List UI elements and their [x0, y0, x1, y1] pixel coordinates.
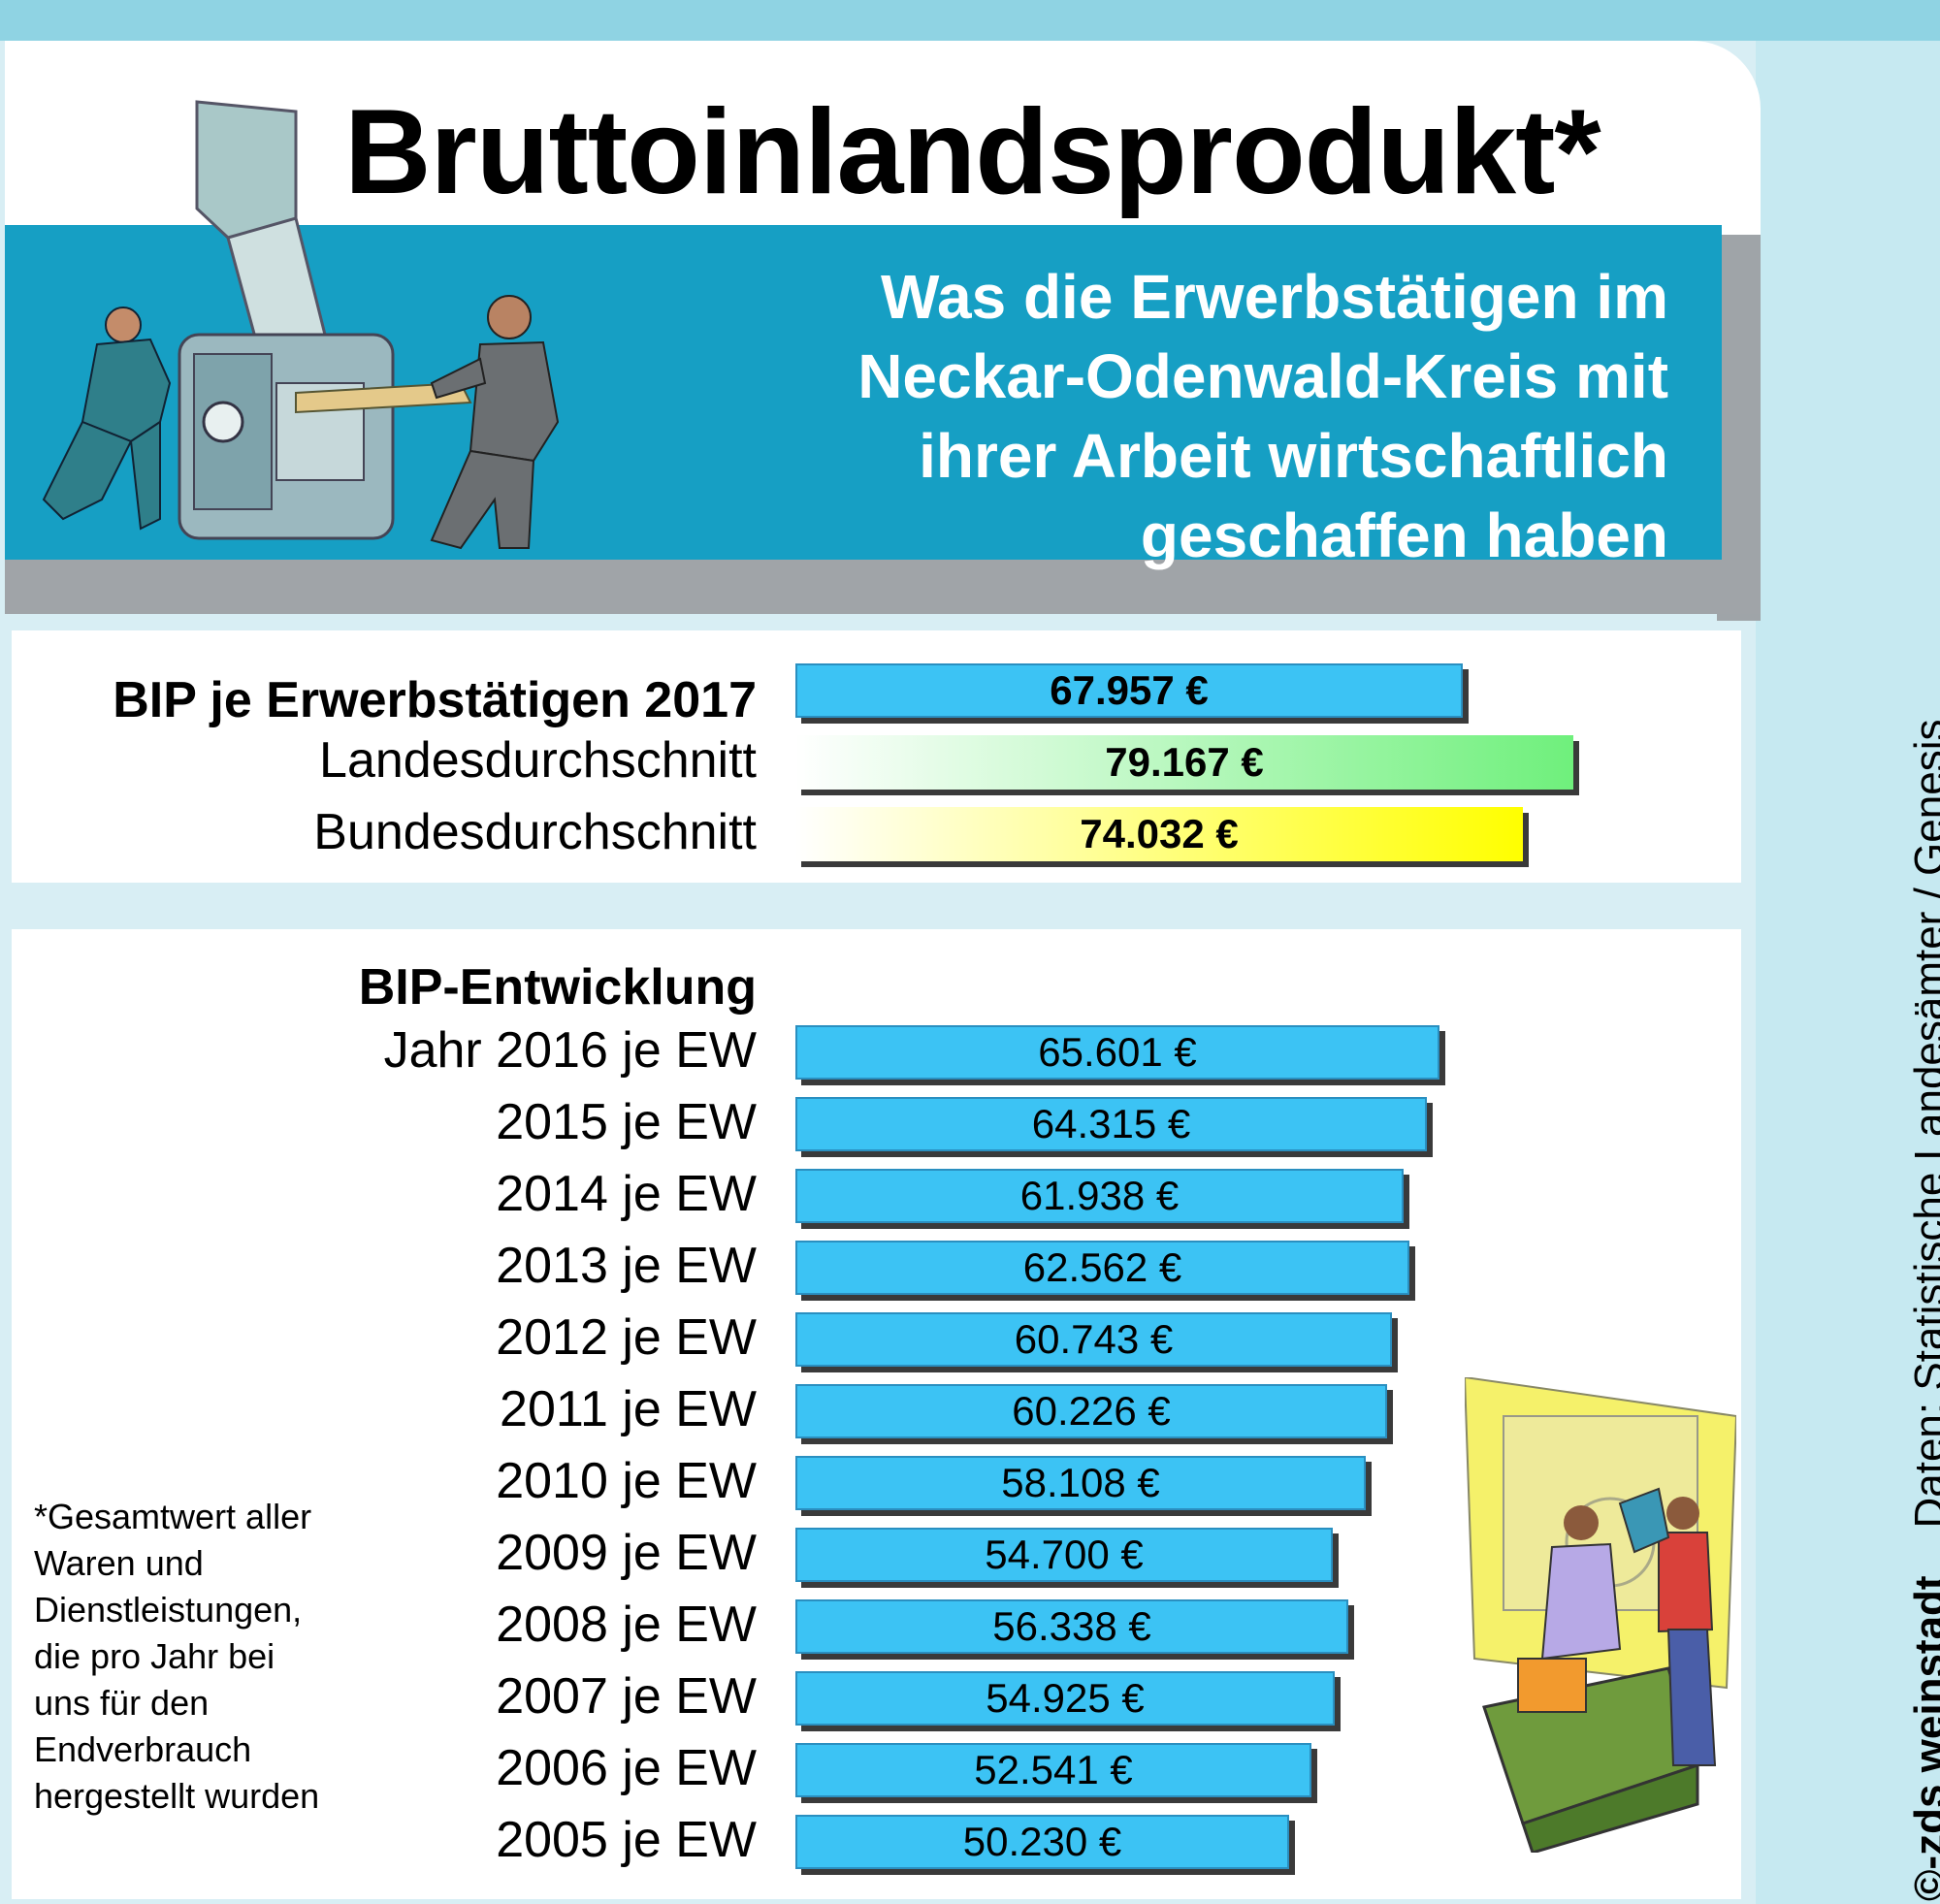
development-bar: 64.315 €: [795, 1097, 1427, 1151]
development-bar: 58.108 €: [795, 1456, 1366, 1510]
subtitle-line: Was die Erwerbstätigen im: [880, 262, 1668, 332]
data-source-text: Daten: Statistische Landesämter / Genesi…: [1906, 719, 1940, 1529]
footnote-line: die pro Jahr bei: [34, 1636, 275, 1676]
development-row-label: 2014 je EW: [496, 1166, 757, 1222]
development-row-label: 2006 je EW: [496, 1740, 757, 1796]
top-band: [0, 0, 1940, 41]
subtitle-line: ihrer Arbeit wirtschaftlich: [919, 421, 1668, 491]
development-bar: 50.230 €: [795, 1815, 1289, 1869]
header-panel: [5, 41, 1761, 235]
development-bar-value: 50.230 €: [962, 1819, 1122, 1864]
subtitle-line: geschaffen haben: [1140, 500, 1668, 570]
page-title: Bruttoinlandsprodukt*: [344, 85, 1601, 219]
development-row-label: 2005 je EW: [496, 1812, 757, 1868]
development-bar: 61.938 €: [795, 1169, 1404, 1223]
comparison-row-label: Landesdurchschnitt: [319, 732, 757, 789]
development-row-label: 2009 je EW: [496, 1525, 757, 1581]
development-row-label: 2008 je EW: [496, 1597, 757, 1653]
development-row-label: 2010 je EW: [496, 1453, 757, 1509]
comparison-bar-value: 74.032 €: [1080, 811, 1239, 856]
development-bar: 60.743 €: [795, 1312, 1392, 1367]
comparison-bar: 74.032 €: [795, 807, 1523, 861]
development-bar-value: 58.108 €: [1001, 1460, 1160, 1505]
development-bar-value: 62.562 €: [1022, 1244, 1182, 1290]
development-row-label: 2011 je EW: [500, 1381, 757, 1437]
development-heading: BIP-Entwicklung: [358, 959, 757, 1016]
development-row-label: Jahr 2016 je EW: [383, 1022, 757, 1079]
source-credit: ©-zds weinstadt Daten: Statistische Land…: [1906, 720, 1940, 1901]
subtitle: Was die Erwerbstätigen im Neckar-Odenwal…: [698, 257, 1668, 575]
footnote-line: Waren und: [34, 1543, 204, 1583]
footnote: *Gesamtwert aller Waren und Dienstleistu…: [34, 1494, 319, 1820]
development-bar: 52.541 €: [795, 1743, 1311, 1797]
subtitle-line: Neckar-Odenwald-Kreis mit: [857, 341, 1668, 411]
development-bar-value: 54.700 €: [985, 1532, 1144, 1577]
development-bar: 60.226 €: [795, 1384, 1387, 1438]
development-bar-value: 60.743 €: [1014, 1316, 1174, 1362]
development-row-label: 2012 je EW: [496, 1309, 757, 1366]
right-band: [1756, 41, 1940, 1904]
footnote-line: uns für den: [34, 1683, 210, 1723]
comparison-bar-value: 67.957 €: [1050, 667, 1209, 713]
development-bar: 56.338 €: [795, 1599, 1348, 1654]
development-bar-value: 56.338 €: [992, 1603, 1151, 1649]
development-bar-value: 54.925 €: [986, 1675, 1145, 1721]
footnote-line: Endverbrauch: [34, 1729, 252, 1769]
development-bar: 54.700 €: [795, 1528, 1333, 1582]
development-bar-value: 60.226 €: [1012, 1388, 1171, 1434]
development-bar: 54.925 €: [795, 1671, 1335, 1726]
development-bar-value: 65.601 €: [1038, 1029, 1197, 1075]
footnote-line: hergestellt wurden: [34, 1776, 320, 1816]
comparison-bar: 79.167 €: [795, 735, 1573, 790]
machine-workers-illustration: [42, 100, 560, 550]
development-bar-value: 64.315 €: [1031, 1101, 1191, 1146]
comparison-row-label: Bundesdurchschnitt: [313, 804, 757, 860]
footnote-line: *Gesamtwert aller: [34, 1497, 312, 1536]
development-bar: 62.562 €: [795, 1241, 1409, 1295]
development-bar-value: 52.541 €: [974, 1747, 1133, 1792]
development-row-label: 2015 je EW: [496, 1094, 757, 1150]
comparison-bar: 67.957 €: [795, 663, 1463, 718]
development-row-label: 2013 je EW: [496, 1238, 757, 1294]
comparison-heading: BIP je Erwerbstätigen 2017: [113, 672, 757, 728]
comparison-bar-value: 79.167 €: [1105, 739, 1264, 785]
copyright-text: ©-zds weinstadt: [1906, 1575, 1940, 1901]
development-row-label: 2007 je EW: [496, 1668, 757, 1725]
development-bar-value: 61.938 €: [1019, 1173, 1180, 1218]
office-clerks-illustration: [1465, 1377, 1736, 1853]
header-bottom-band: [5, 560, 1761, 614]
footnote-line: Dienstleistungen,: [34, 1590, 303, 1630]
development-bar: 65.601 €: [795, 1025, 1439, 1080]
